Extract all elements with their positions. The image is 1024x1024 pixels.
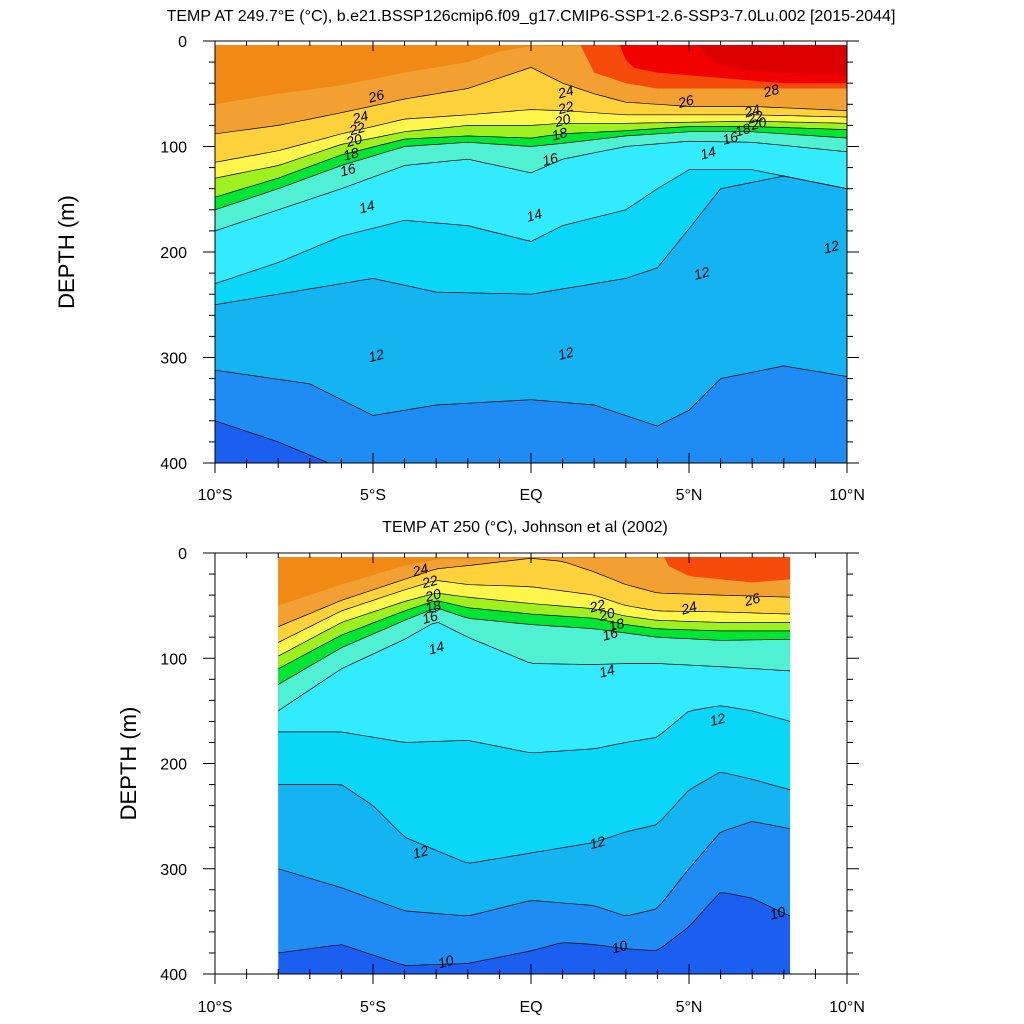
y-tick-label: 300 <box>160 862 187 879</box>
contour-label: 14 <box>357 197 376 217</box>
y-tick-label: 400 <box>160 456 187 473</box>
band-levels_28 <box>664 557 791 583</box>
band-levels_26 <box>278 557 791 627</box>
contour-line <box>278 892 791 966</box>
contour-label: 24 <box>410 560 430 580</box>
contour-label: 28 <box>761 81 781 101</box>
contour-label: 12 <box>822 237 841 257</box>
contour-label: 10 <box>610 937 629 957</box>
contour-label: 18 <box>733 120 752 140</box>
contour-line <box>278 592 791 657</box>
chart-observed: 10°S 5°S EQ 5°N 10°N 0 100 200 300 400 TEMP AT 250… <box>116 519 865 1016</box>
x-tick-label: 5°N <box>676 487 703 504</box>
contour-label: 18 <box>423 597 442 617</box>
contour-label: 18 <box>607 615 626 635</box>
contour-label: 10 <box>768 903 787 923</box>
y-tick-label: 100 <box>160 651 187 668</box>
contour-label: 20 <box>748 113 768 133</box>
contour-line <box>215 420 330 463</box>
x-tick-label: 10°N <box>829 487 865 504</box>
chart-title: TEMP AT 250 (°C), Johnson et al (2002) <box>382 519 668 536</box>
contour-label: 22 <box>555 98 575 118</box>
y-tick-label: 200 <box>160 757 187 774</box>
contour-label: 20 <box>343 130 363 150</box>
contour-label: 22 <box>745 107 765 127</box>
x-tick-label: EQ <box>519 487 542 504</box>
contour-label: 26 <box>366 86 386 106</box>
contour-line <box>278 772 791 864</box>
contour-line <box>215 365 847 427</box>
contour-line <box>278 580 791 643</box>
contour-label: 26 <box>675 91 695 111</box>
contour-label: 12 <box>411 842 430 862</box>
x-tick-label: 5°S <box>360 487 386 504</box>
contour-label: 24 <box>350 107 370 127</box>
contour-label: 12 <box>367 346 386 366</box>
band-levels_27 <box>278 557 791 606</box>
contour-label: 14 <box>698 143 717 163</box>
contour-label: 22 <box>419 572 439 592</box>
contour-line <box>278 622 791 712</box>
contour-line <box>215 120 847 179</box>
contour-label: 20 <box>552 110 572 130</box>
contour-label: 14 <box>597 661 616 681</box>
contour-label: 14 <box>427 638 446 658</box>
band-levels_27 <box>215 45 847 105</box>
contour-label: 24 <box>678 598 698 618</box>
x-tick-label: 10°S <box>198 999 233 1016</box>
contour-label: 18 <box>341 144 360 164</box>
contour-label: 26 <box>742 590 762 610</box>
contour-line <box>215 131 847 211</box>
chart-model: 10°S 5°S EQ 5°N 10°N 0 100 200 300 400 TEMP AT 249… <box>54 8 895 504</box>
x-tick-label: 5°S <box>360 999 386 1016</box>
contour-label: 24 <box>742 101 762 121</box>
x-tick-label: 10°S <box>198 487 233 504</box>
y-tick-label: 200 <box>160 245 187 262</box>
contour-line <box>215 169 847 284</box>
contour-line <box>278 600 791 670</box>
contour-line <box>278 558 791 628</box>
contour-label: 16 <box>540 149 559 169</box>
contour-line <box>215 109 847 163</box>
y-tick-label: 0 <box>178 546 187 563</box>
y-tick-label: 0 <box>178 34 187 51</box>
y-tick-label: 400 <box>160 967 187 984</box>
contour-label: 20 <box>596 604 616 624</box>
contour-line <box>215 67 847 135</box>
contour-line <box>278 705 791 754</box>
contour-label: 12 <box>692 263 711 283</box>
contour-label: 12 <box>708 709 727 729</box>
contour-line <box>278 608 791 685</box>
contour-label: 16 <box>338 160 357 180</box>
contour-label: 16 <box>720 128 739 148</box>
y-tick-label: 100 <box>160 140 187 157</box>
contour-line <box>215 175 847 306</box>
chart-title: TEMP AT 249.7°E (°C), b.e21.BSSP126cmip6… <box>167 8 896 25</box>
contour-label: 10 <box>436 952 455 972</box>
contour-label: 22 <box>587 596 607 616</box>
contour-label: 22 <box>347 119 367 139</box>
y-axis-label: DEPTH (m) <box>54 195 79 309</box>
contour-label: 12 <box>588 833 607 853</box>
contour-label: 20 <box>422 585 442 605</box>
contour-label: 12 <box>556 343 575 363</box>
contour-fill <box>278 557 791 974</box>
contour-label: 18 <box>550 124 569 144</box>
contour-line <box>278 821 791 917</box>
contour-fill <box>215 45 847 463</box>
y-axis-label: DEPTH (m) <box>116 707 141 821</box>
band-levels_30 <box>699 45 847 76</box>
contour-label: 16 <box>420 607 439 627</box>
y-tick-label: 300 <box>160 351 187 368</box>
contour-line <box>215 140 847 232</box>
contour-label: 16 <box>600 624 619 644</box>
x-tick-label: EQ <box>519 999 542 1016</box>
x-tick-label: 10°N <box>829 999 865 1016</box>
x-tick-label: 5°N <box>676 999 703 1016</box>
contour-label: 14 <box>525 205 544 225</box>
contour-label: 24 <box>555 82 575 102</box>
contour-line <box>215 126 847 198</box>
